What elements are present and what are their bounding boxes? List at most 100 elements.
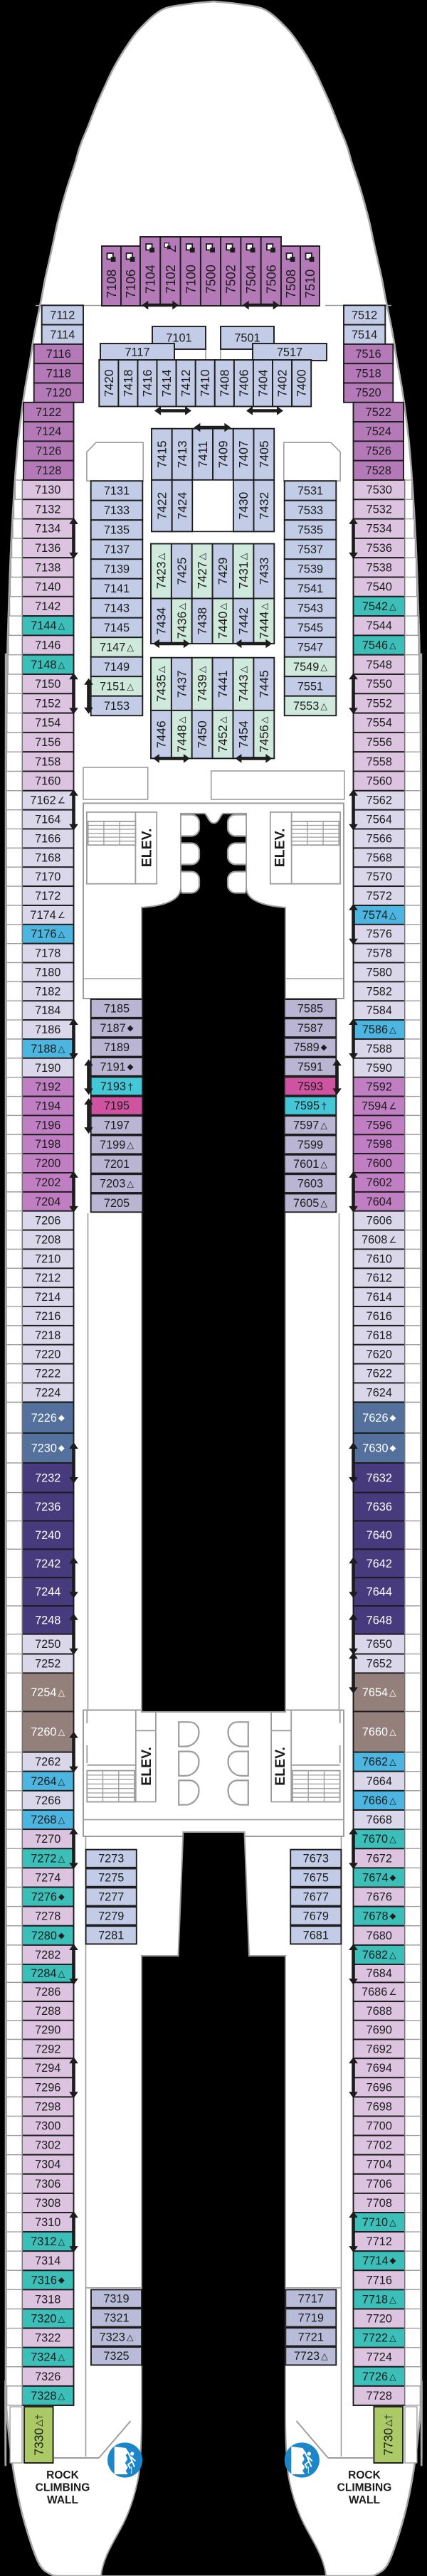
svg-text:7574 △: 7574 △	[362, 909, 396, 922]
svg-text:7422: 7422	[154, 492, 169, 520]
svg-text:7187 ◆: 7187 ◆	[100, 1022, 135, 1035]
svg-text:7230 ◆: 7230 ◆	[31, 1442, 65, 1455]
svg-text:7212: 7212	[35, 1272, 60, 1284]
svg-text:7319: 7319	[103, 2293, 129, 2306]
svg-text:7201: 7201	[104, 1158, 130, 1171]
svg-text:7116: 7116	[46, 348, 71, 361]
svg-text:7151 △: 7151 △	[100, 681, 134, 693]
svg-text:7438: 7438	[195, 607, 209, 635]
svg-text:7160: 7160	[35, 775, 60, 788]
svg-text:7276 ◆: 7276 ◆	[31, 1891, 65, 1904]
svg-text:7545: 7545	[297, 622, 323, 634]
svg-text:7240: 7240	[35, 1529, 60, 1542]
svg-text:7164: 7164	[35, 814, 60, 826]
svg-text:7654 △: 7654 △	[362, 1686, 396, 1699]
svg-text:7454: 7454	[236, 720, 251, 748]
svg-text:7682 △: 7682 △	[362, 1949, 396, 1962]
svg-text:7248: 7248	[35, 1614, 60, 1627]
svg-text:7278: 7278	[35, 1910, 60, 1923]
svg-text:7532: 7532	[367, 503, 392, 516]
svg-text:7580: 7580	[367, 967, 392, 979]
svg-text:7726 △: 7726 △	[362, 2370, 396, 2383]
svg-text:7540: 7540	[367, 581, 392, 594]
svg-text:7591: 7591	[297, 1061, 323, 1074]
svg-text:7668: 7668	[367, 1814, 392, 1826]
svg-text:7328 △: 7328 △	[31, 2390, 65, 2402]
svg-text:7252: 7252	[35, 1658, 60, 1671]
svg-text:7434: 7434	[154, 607, 168, 635]
svg-text:7518: 7518	[355, 367, 381, 380]
svg-text:7424: 7424	[175, 491, 189, 519]
svg-text:7678 ◆: 7678 ◆	[362, 1910, 396, 1923]
svg-text:7122: 7122	[36, 406, 61, 419]
svg-text:7684: 7684	[367, 1967, 392, 1980]
svg-text:7442: 7442	[236, 607, 251, 635]
svg-text:7680: 7680	[367, 1930, 392, 1942]
svg-text:7106: 7106	[123, 270, 138, 299]
svg-text:7698: 7698	[367, 2100, 392, 2113]
svg-text:7547: 7547	[297, 642, 323, 654]
svg-text:7205: 7205	[104, 1197, 130, 1210]
svg-text:7139: 7139	[104, 563, 130, 576]
svg-text:7120: 7120	[46, 387, 71, 400]
svg-text:7300: 7300	[35, 2120, 60, 2133]
svg-text:7150: 7150	[35, 678, 60, 691]
svg-text:7512: 7512	[352, 309, 377, 322]
svg-text:7436 △: 7436 △	[174, 603, 189, 639]
svg-text:7662 △: 7662 △	[362, 1756, 396, 1769]
svg-text:7222: 7222	[35, 1368, 60, 1380]
svg-text:7158: 7158	[35, 755, 60, 768]
svg-text:7408: 7408	[217, 369, 231, 397]
svg-text:7644: 7644	[367, 1586, 392, 1599]
svg-text:7558: 7558	[367, 755, 392, 768]
svg-text:7522: 7522	[366, 406, 391, 419]
svg-text:7277: 7277	[98, 1891, 124, 1904]
svg-text:7537: 7537	[297, 543, 323, 556]
svg-text:7286: 7286	[35, 1986, 60, 1998]
svg-text:7427 △: 7427 △	[195, 553, 209, 589]
svg-text:7718 △: 7718 △	[362, 2293, 396, 2306]
svg-text:7141: 7141	[104, 582, 130, 595]
svg-text:7402: 7402	[275, 369, 290, 397]
svg-text:7560: 7560	[367, 775, 392, 788]
svg-text:7100: 7100	[183, 265, 198, 294]
svg-text:7196: 7196	[35, 1119, 60, 1132]
svg-text:7306: 7306	[35, 2178, 60, 2191]
svg-text:7137: 7137	[104, 543, 130, 556]
svg-text:7600: 7600	[367, 1157, 392, 1170]
svg-text:7279: 7279	[98, 1910, 124, 1922]
svg-text:7719: 7719	[298, 2312, 324, 2325]
svg-text:7320 △: 7320 △	[31, 2313, 65, 2326]
svg-text:7722 △: 7722 △	[362, 2332, 396, 2345]
svg-text:7542 △: 7542 △	[362, 600, 396, 613]
svg-text:7200: 7200	[35, 1157, 60, 1170]
svg-text:7531: 7531	[297, 485, 323, 498]
svg-text:7184: 7184	[35, 1004, 60, 1017]
svg-text:7652: 7652	[367, 1658, 392, 1671]
svg-text:7101: 7101	[166, 332, 191, 345]
svg-text:7290: 7290	[35, 2024, 60, 2037]
svg-text:7533: 7533	[297, 504, 323, 517]
svg-text:7585: 7585	[297, 1002, 323, 1015]
svg-text:7302: 7302	[35, 2139, 60, 2152]
svg-text:7174 ∠: 7174 ∠	[30, 909, 65, 922]
svg-text:7506: 7506	[263, 265, 278, 294]
svg-text:7504: 7504	[243, 265, 258, 294]
svg-text:7570: 7570	[367, 871, 392, 883]
svg-text:7314: 7314	[35, 2255, 60, 2267]
svg-text:7536: 7536	[367, 542, 392, 555]
svg-text:7553 △: 7553 △	[293, 700, 327, 713]
svg-text:7270: 7270	[35, 1833, 60, 1846]
svg-text:7548: 7548	[367, 659, 392, 671]
svg-text:7551: 7551	[297, 681, 323, 693]
svg-text:7595 †: 7595 †	[294, 1100, 327, 1112]
svg-text:7104: 7104	[143, 265, 158, 294]
svg-text:7294: 7294	[35, 2062, 60, 2075]
svg-text:7405: 7405	[257, 440, 271, 468]
svg-text:7280 ◆: 7280 ◆	[31, 1930, 65, 1942]
svg-text:7716: 7716	[367, 2274, 392, 2287]
svg-text:7130: 7130	[35, 484, 60, 496]
svg-text:7444 △: 7444 △	[257, 603, 271, 639]
svg-text:7501: 7501	[234, 332, 260, 345]
svg-text:7170: 7170	[35, 871, 60, 883]
